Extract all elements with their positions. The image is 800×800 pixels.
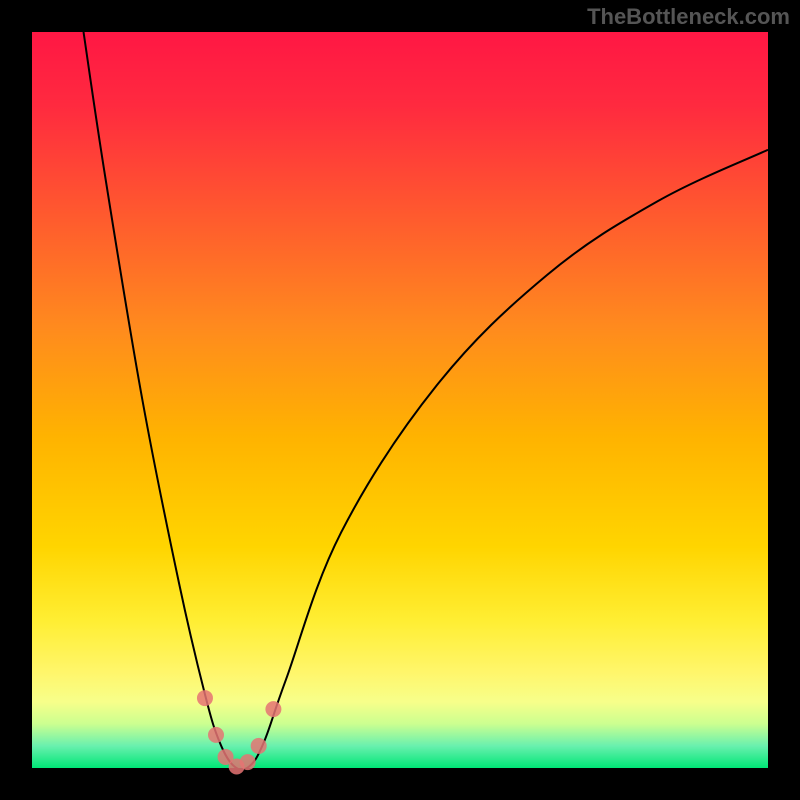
marker-dot [240, 754, 256, 770]
marker-dot [197, 690, 213, 706]
marker-dot [251, 738, 267, 754]
marker-dot [265, 701, 281, 717]
chart-container: TheBottleneck.com [0, 0, 800, 800]
bottleneck-chart [0, 0, 800, 800]
watermark-text: TheBottleneck.com [587, 4, 790, 30]
marker-dot [208, 727, 224, 743]
